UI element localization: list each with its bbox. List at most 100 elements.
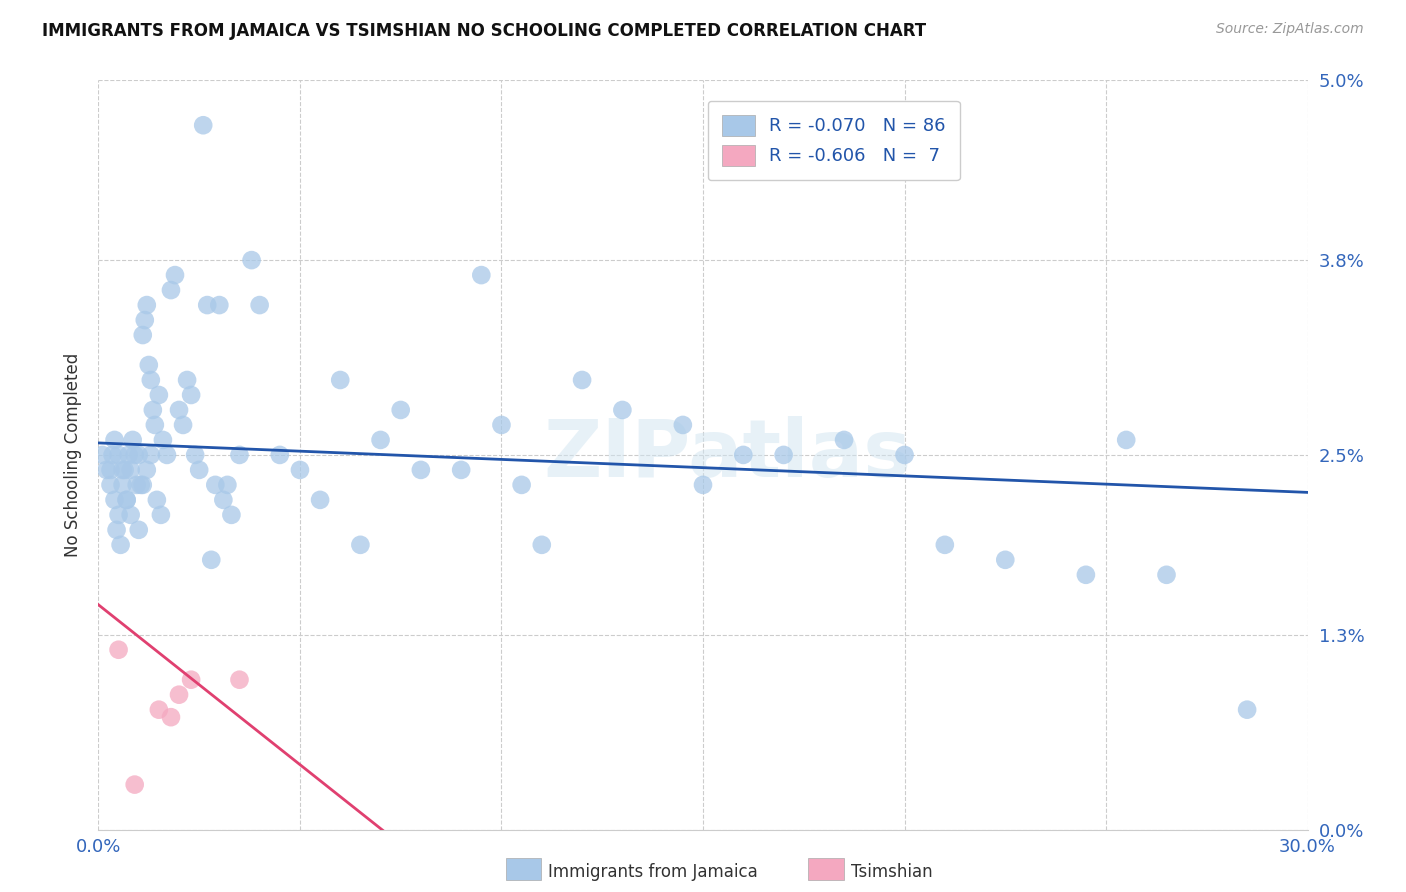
Point	[470, 268, 492, 282]
Point	[217, 478, 239, 492]
Point	[195, 298, 218, 312]
Point	[772, 448, 794, 462]
Point	[994, 553, 1017, 567]
Point	[893, 448, 915, 462]
Point	[91, 448, 114, 462]
Point	[934, 538, 956, 552]
Point	[110, 538, 132, 552]
Point	[409, 463, 432, 477]
Point	[832, 433, 855, 447]
Point	[143, 417, 166, 432]
Point	[180, 388, 202, 402]
Point	[240, 253, 263, 268]
Point	[134, 313, 156, 327]
Point	[208, 298, 231, 312]
Point	[139, 448, 162, 462]
Point	[120, 463, 142, 477]
Point	[148, 388, 170, 402]
Point	[389, 403, 412, 417]
Point	[228, 673, 250, 687]
Point	[692, 478, 714, 492]
Point	[200, 553, 222, 567]
Point	[128, 448, 150, 462]
Text: ZIPatlas: ZIPatlas	[543, 416, 911, 494]
Point	[152, 433, 174, 447]
Point	[612, 403, 634, 417]
Point	[107, 448, 129, 462]
Point	[1156, 567, 1178, 582]
Point	[114, 463, 136, 477]
Point	[733, 448, 755, 462]
Point	[124, 778, 146, 792]
Point	[139, 373, 162, 387]
Point	[111, 463, 134, 477]
Legend: R = -0.070   N = 86, R = -0.606   N =  7: R = -0.070 N = 86, R = -0.606 N = 7	[707, 101, 960, 180]
Point	[156, 448, 179, 462]
Point	[530, 538, 553, 552]
Point	[96, 463, 118, 477]
Point	[128, 523, 150, 537]
Point	[115, 492, 138, 507]
Point	[329, 373, 352, 387]
Point	[672, 417, 695, 432]
Text: IMMIGRANTS FROM JAMAICA VS TSIMSHIAN NO SCHOOLING COMPLETED CORRELATION CHART: IMMIGRANTS FROM JAMAICA VS TSIMSHIAN NO …	[42, 22, 927, 40]
Point	[105, 523, 128, 537]
Point	[288, 463, 311, 477]
Point	[100, 478, 122, 492]
Point	[450, 463, 472, 477]
Point	[118, 448, 141, 462]
Text: Tsimshian: Tsimshian	[851, 863, 932, 881]
Point	[135, 298, 157, 312]
Y-axis label: No Schooling Completed: No Schooling Completed	[63, 353, 82, 557]
Point	[184, 448, 207, 462]
Point	[132, 328, 155, 343]
Point	[370, 433, 392, 447]
Point	[221, 508, 243, 522]
Point	[135, 463, 157, 477]
Point	[107, 642, 129, 657]
Point	[172, 417, 194, 432]
Point	[149, 508, 172, 522]
Point	[167, 403, 190, 417]
Point	[129, 478, 152, 492]
Point	[163, 268, 186, 282]
Point	[121, 433, 143, 447]
Point	[160, 283, 183, 297]
Point	[228, 448, 250, 462]
Point	[142, 403, 165, 417]
Point	[111, 478, 134, 492]
Point	[160, 710, 183, 724]
Point	[125, 478, 148, 492]
Point	[148, 703, 170, 717]
Point	[103, 492, 125, 507]
Point	[1074, 567, 1097, 582]
Point	[193, 118, 215, 132]
Point	[115, 492, 138, 507]
Point	[309, 492, 332, 507]
Point	[124, 448, 146, 462]
Point	[138, 358, 160, 372]
Point	[101, 448, 124, 462]
Point	[204, 478, 226, 492]
Point	[132, 478, 155, 492]
Point	[107, 508, 129, 522]
Point	[491, 417, 513, 432]
Point	[100, 463, 122, 477]
Point	[510, 478, 533, 492]
Point	[146, 492, 169, 507]
Point	[120, 508, 142, 522]
Point	[349, 538, 371, 552]
Point	[188, 463, 211, 477]
Text: Source: ZipAtlas.com: Source: ZipAtlas.com	[1216, 22, 1364, 37]
Point	[269, 448, 291, 462]
Point	[167, 688, 190, 702]
Point	[180, 673, 202, 687]
Point	[212, 492, 235, 507]
Text: Immigrants from Jamaica: Immigrants from Jamaica	[548, 863, 758, 881]
Point	[249, 298, 271, 312]
Point	[571, 373, 593, 387]
Point	[1115, 433, 1137, 447]
Point	[176, 373, 198, 387]
Point	[103, 433, 125, 447]
Point	[1236, 703, 1258, 717]
